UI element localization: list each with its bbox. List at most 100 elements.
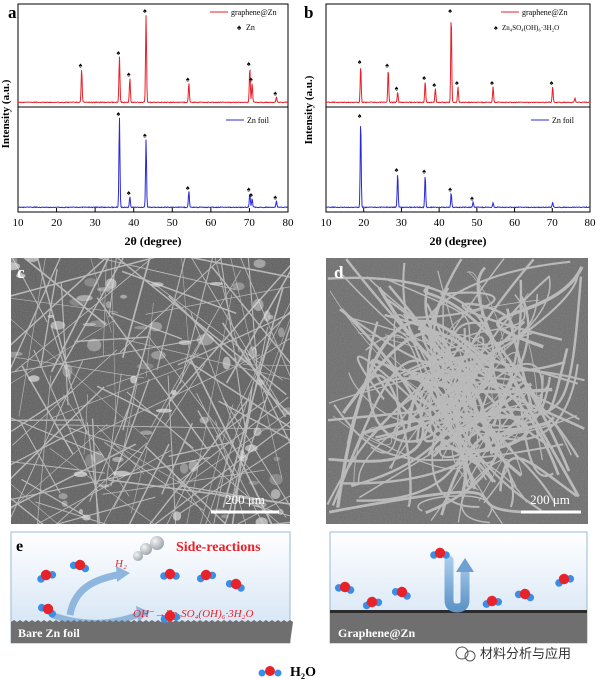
peak-marker: ♠ — [247, 186, 251, 194]
peak-marker: ♠ — [127, 70, 131, 78]
peak-marker: ♠ — [432, 81, 436, 89]
x-tick-label: 80 — [585, 217, 596, 229]
x-tick-label: 20 — [51, 217, 63, 229]
peak-marker: ♠ — [395, 166, 399, 174]
reflect-arrow-icon — [444, 555, 470, 613]
bubble-icon — [150, 536, 164, 550]
h2o-molecule-icon — [38, 603, 56, 618]
x-tick-label: 10 — [321, 217, 333, 229]
bubble-icon — [133, 551, 143, 561]
wechat-icon — [464, 650, 476, 662]
x-tick-label: 70 — [547, 217, 559, 229]
legend-label-znfoil-a: Zn foil — [247, 116, 270, 125]
peak-marker: ♠ — [455, 79, 459, 87]
legend-marker-zn-a: ♠ — [237, 23, 242, 32]
sem-texture-d: 200 μm d — [326, 258, 588, 524]
scalebar-label-c: 200 μm — [225, 492, 265, 507]
h2o-molecule-icon — [196, 569, 217, 583]
plot-frame-b — [325, 3, 591, 213]
h2o-molecule-icon — [514, 588, 535, 602]
peak-marker: ♠ — [143, 7, 147, 15]
sem-image-d: 200 μm d — [326, 258, 588, 524]
x-tick-label: 50 — [471, 217, 483, 229]
xrd-chart-a: a graphene@Zn ♠ Zn Zn foil ♠♠♠♠♠♠♠♠♠♠♠♠ ♠… — [0, 3, 295, 248]
peak-marker: ♠ — [448, 186, 452, 194]
panel-letter-d: d — [334, 263, 344, 282]
peak-marker: ♠ — [470, 195, 474, 203]
h2o-molecule-icon — [362, 596, 383, 610]
h2o-legend-label: H₂O — [290, 665, 316, 679]
peak-marker: ♠ — [358, 58, 362, 66]
curved-arrow-icon — [66, 570, 123, 616]
peak-marker: ♠ — [249, 191, 253, 199]
h2o-molecule-icon — [391, 586, 411, 600]
peak-marker: ♠ — [143, 132, 147, 140]
peak-marker: ♠ — [273, 194, 277, 202]
x-tick-label: 20 — [358, 217, 370, 229]
h2o-molecules-left — [37, 559, 245, 623]
legend-label-graphene-a: graphene@Zn — [231, 8, 277, 17]
h2o-legend-icon — [258, 666, 282, 677]
arrowhead-icon — [116, 566, 130, 582]
sem-texture-c: 200 μm c — [11, 258, 290, 524]
peak-marker: ♠ — [385, 62, 389, 70]
h2o-molecule-icon — [334, 581, 355, 594]
panel-letter-e: e — [16, 538, 23, 555]
peak-marker: ♠ — [249, 76, 253, 84]
peak-marker: ♠ — [273, 90, 277, 98]
scalebar-label-d: 200 μm — [530, 492, 570, 507]
h2-label: H₂ — [114, 558, 127, 570]
peak-marker: ♠ — [395, 84, 399, 92]
h2o-molecule-icon — [225, 578, 245, 592]
peak-markers-b: ♠ ♠ ♠ ♠ ♠ ♠ ♠ ♠ ♠ ♠ ♠ ♠ ♠ ♠ — [358, 7, 554, 203]
h2o-molecule-icon — [160, 568, 180, 580]
peak-marker: ♠ — [79, 62, 83, 70]
panel-letter-b: b — [304, 3, 313, 22]
sem-image-c: 200 μm c — [11, 258, 290, 524]
plot-frame-a — [17, 3, 289, 213]
legend-label-zhs-b: Zn₄SO₄(OH)₆·3H₂O — [502, 24, 559, 32]
peak-marker: ♠ — [186, 184, 190, 192]
legend-label-graphene-b: graphene@Zn — [522, 8, 568, 17]
peak-marker: ♠ — [247, 60, 251, 68]
x-tick-label: 40 — [128, 217, 140, 229]
y-axis-label-a: Intensity (a.u.) — [0, 79, 12, 148]
wechat-icon — [455, 646, 469, 660]
graphene-zn-label: Graphene@Zn — [338, 626, 416, 640]
peak-marker: ♠ — [422, 74, 426, 82]
bare-zn-foil — [11, 620, 293, 643]
peak-marker: ♠ — [127, 189, 131, 197]
peak-markers-a: ♠♠♠♠♠♠♠♠♠♠♠♠ ♠♠ ♠ — [79, 7, 278, 202]
peak-marker: ♠ — [116, 110, 120, 118]
x-tick-label: 60 — [205, 217, 217, 229]
x-tick-label: 40 — [434, 217, 446, 229]
peak-marker: ♠ — [448, 7, 452, 15]
peak-marker: ♠ — [116, 49, 120, 57]
series-line-znfoil-a — [17, 117, 289, 209]
h2o-molecule-icon — [482, 595, 503, 608]
graphene-zn-foil — [330, 612, 587, 643]
x-tick-label: 70 — [244, 217, 256, 229]
h2o-molecules-right — [334, 547, 575, 610]
x-tick-label: 30 — [396, 217, 408, 229]
peak-marker: ♠ — [490, 79, 494, 87]
peak-marker: ♠ — [422, 168, 426, 176]
x-tick-label: 50 — [167, 217, 179, 229]
series-line-graphene-b — [325, 22, 591, 104]
h2o-molecule-icon — [37, 569, 57, 583]
x-tick-label: 80 — [283, 217, 295, 229]
reaction-label: OH⁻→Zn₄SO₄(OH)₆·3H₂O — [133, 608, 253, 620]
arrowhead-icon — [456, 558, 474, 572]
legend-label-znfoil-b: Zn foil — [552, 116, 575, 125]
bubble-icon — [140, 543, 152, 555]
peak-marker: ♠ — [186, 76, 190, 84]
x-tick-label: 30 — [90, 217, 102, 229]
panel-letter-c: c — [17, 263, 25, 282]
watermark-text: 材料分析与应用 — [480, 646, 571, 661]
h2o-molecule-icon — [555, 573, 575, 587]
peak-marker: ♠ — [550, 79, 554, 87]
legend-label-zn-a: Zn — [246, 23, 255, 32]
x-ticks-a: 10 20 30 40 50 60 70 80 — [13, 208, 295, 229]
series-line-graphene-a — [17, 15, 289, 104]
side-reactions-label: Side-reactions — [176, 540, 261, 555]
